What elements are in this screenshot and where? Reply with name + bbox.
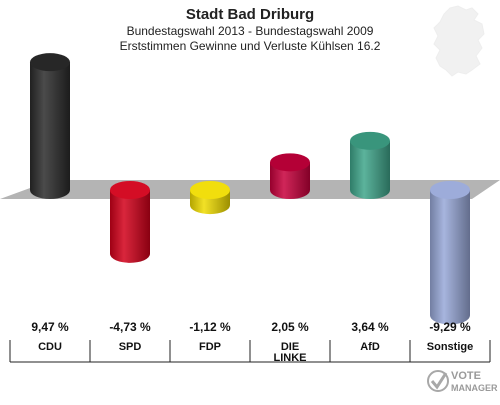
- category-label: FDP: [199, 341, 221, 353]
- bar-cap: [110, 181, 150, 199]
- germany-map-icon: [433, 5, 485, 77]
- value-label: 3,64 %: [351, 320, 389, 334]
- logo-line-2: MANAGER: [451, 383, 498, 393]
- category-label: AfD: [360, 341, 380, 353]
- bar-afd: [350, 131, 390, 199]
- category-label: LINKE: [274, 352, 307, 364]
- bar-cap: [190, 181, 230, 199]
- bar-die-linke: [270, 153, 310, 199]
- value-label: -1,12 %: [189, 320, 231, 334]
- votemanager-logo-icon: [427, 370, 449, 392]
- bar-body: [430, 190, 470, 325]
- bar-cap: [350, 131, 390, 150]
- category-label: SPD: [119, 341, 142, 353]
- bar-cap: [430, 181, 470, 199]
- category-label: CDU: [38, 341, 62, 353]
- votemanager-logo: VOTE MANAGER: [427, 370, 498, 393]
- value-label: -9,29 %: [429, 320, 471, 334]
- bar-sonstige: [430, 181, 470, 325]
- bar-cap: [270, 153, 310, 172]
- bar-body: [110, 190, 150, 263]
- chart-subtitle-2: Erststimmen Gewinne und Verluste Kühlsen…: [119, 39, 381, 53]
- bar-fdp: [190, 181, 230, 215]
- bar-body: [30, 62, 70, 199]
- category-label: Sonstige: [427, 341, 473, 353]
- zero-plane: [0, 180, 500, 199]
- value-labels: 9,47 % -4,73 % -1,12 % 2,05 % 3,64 % -9,29 %: [31, 320, 471, 334]
- bar-body: [350, 140, 390, 199]
- category-label: DIE: [281, 341, 299, 353]
- bar-cdu: [30, 53, 70, 199]
- bar-spd: [110, 181, 150, 263]
- bars: [30, 53, 470, 325]
- chart-subtitle-1: Bundestagswahl 2013 - Bundestagswahl 200…: [126, 24, 374, 38]
- chart-header: Stadt Bad Driburg Bundestagswahl 2013 - …: [0, 6, 500, 54]
- value-label: -4,73 %: [109, 320, 151, 334]
- chart-title: Stadt Bad Driburg: [185, 6, 315, 23]
- value-label: 9,47 %: [31, 320, 69, 334]
- zero-baseline: [0, 180, 500, 199]
- logo-line-1: VOTE: [451, 370, 481, 382]
- bar-cap: [30, 53, 70, 72]
- bar-body: [270, 162, 310, 199]
- value-label: 2,05 %: [271, 320, 309, 334]
